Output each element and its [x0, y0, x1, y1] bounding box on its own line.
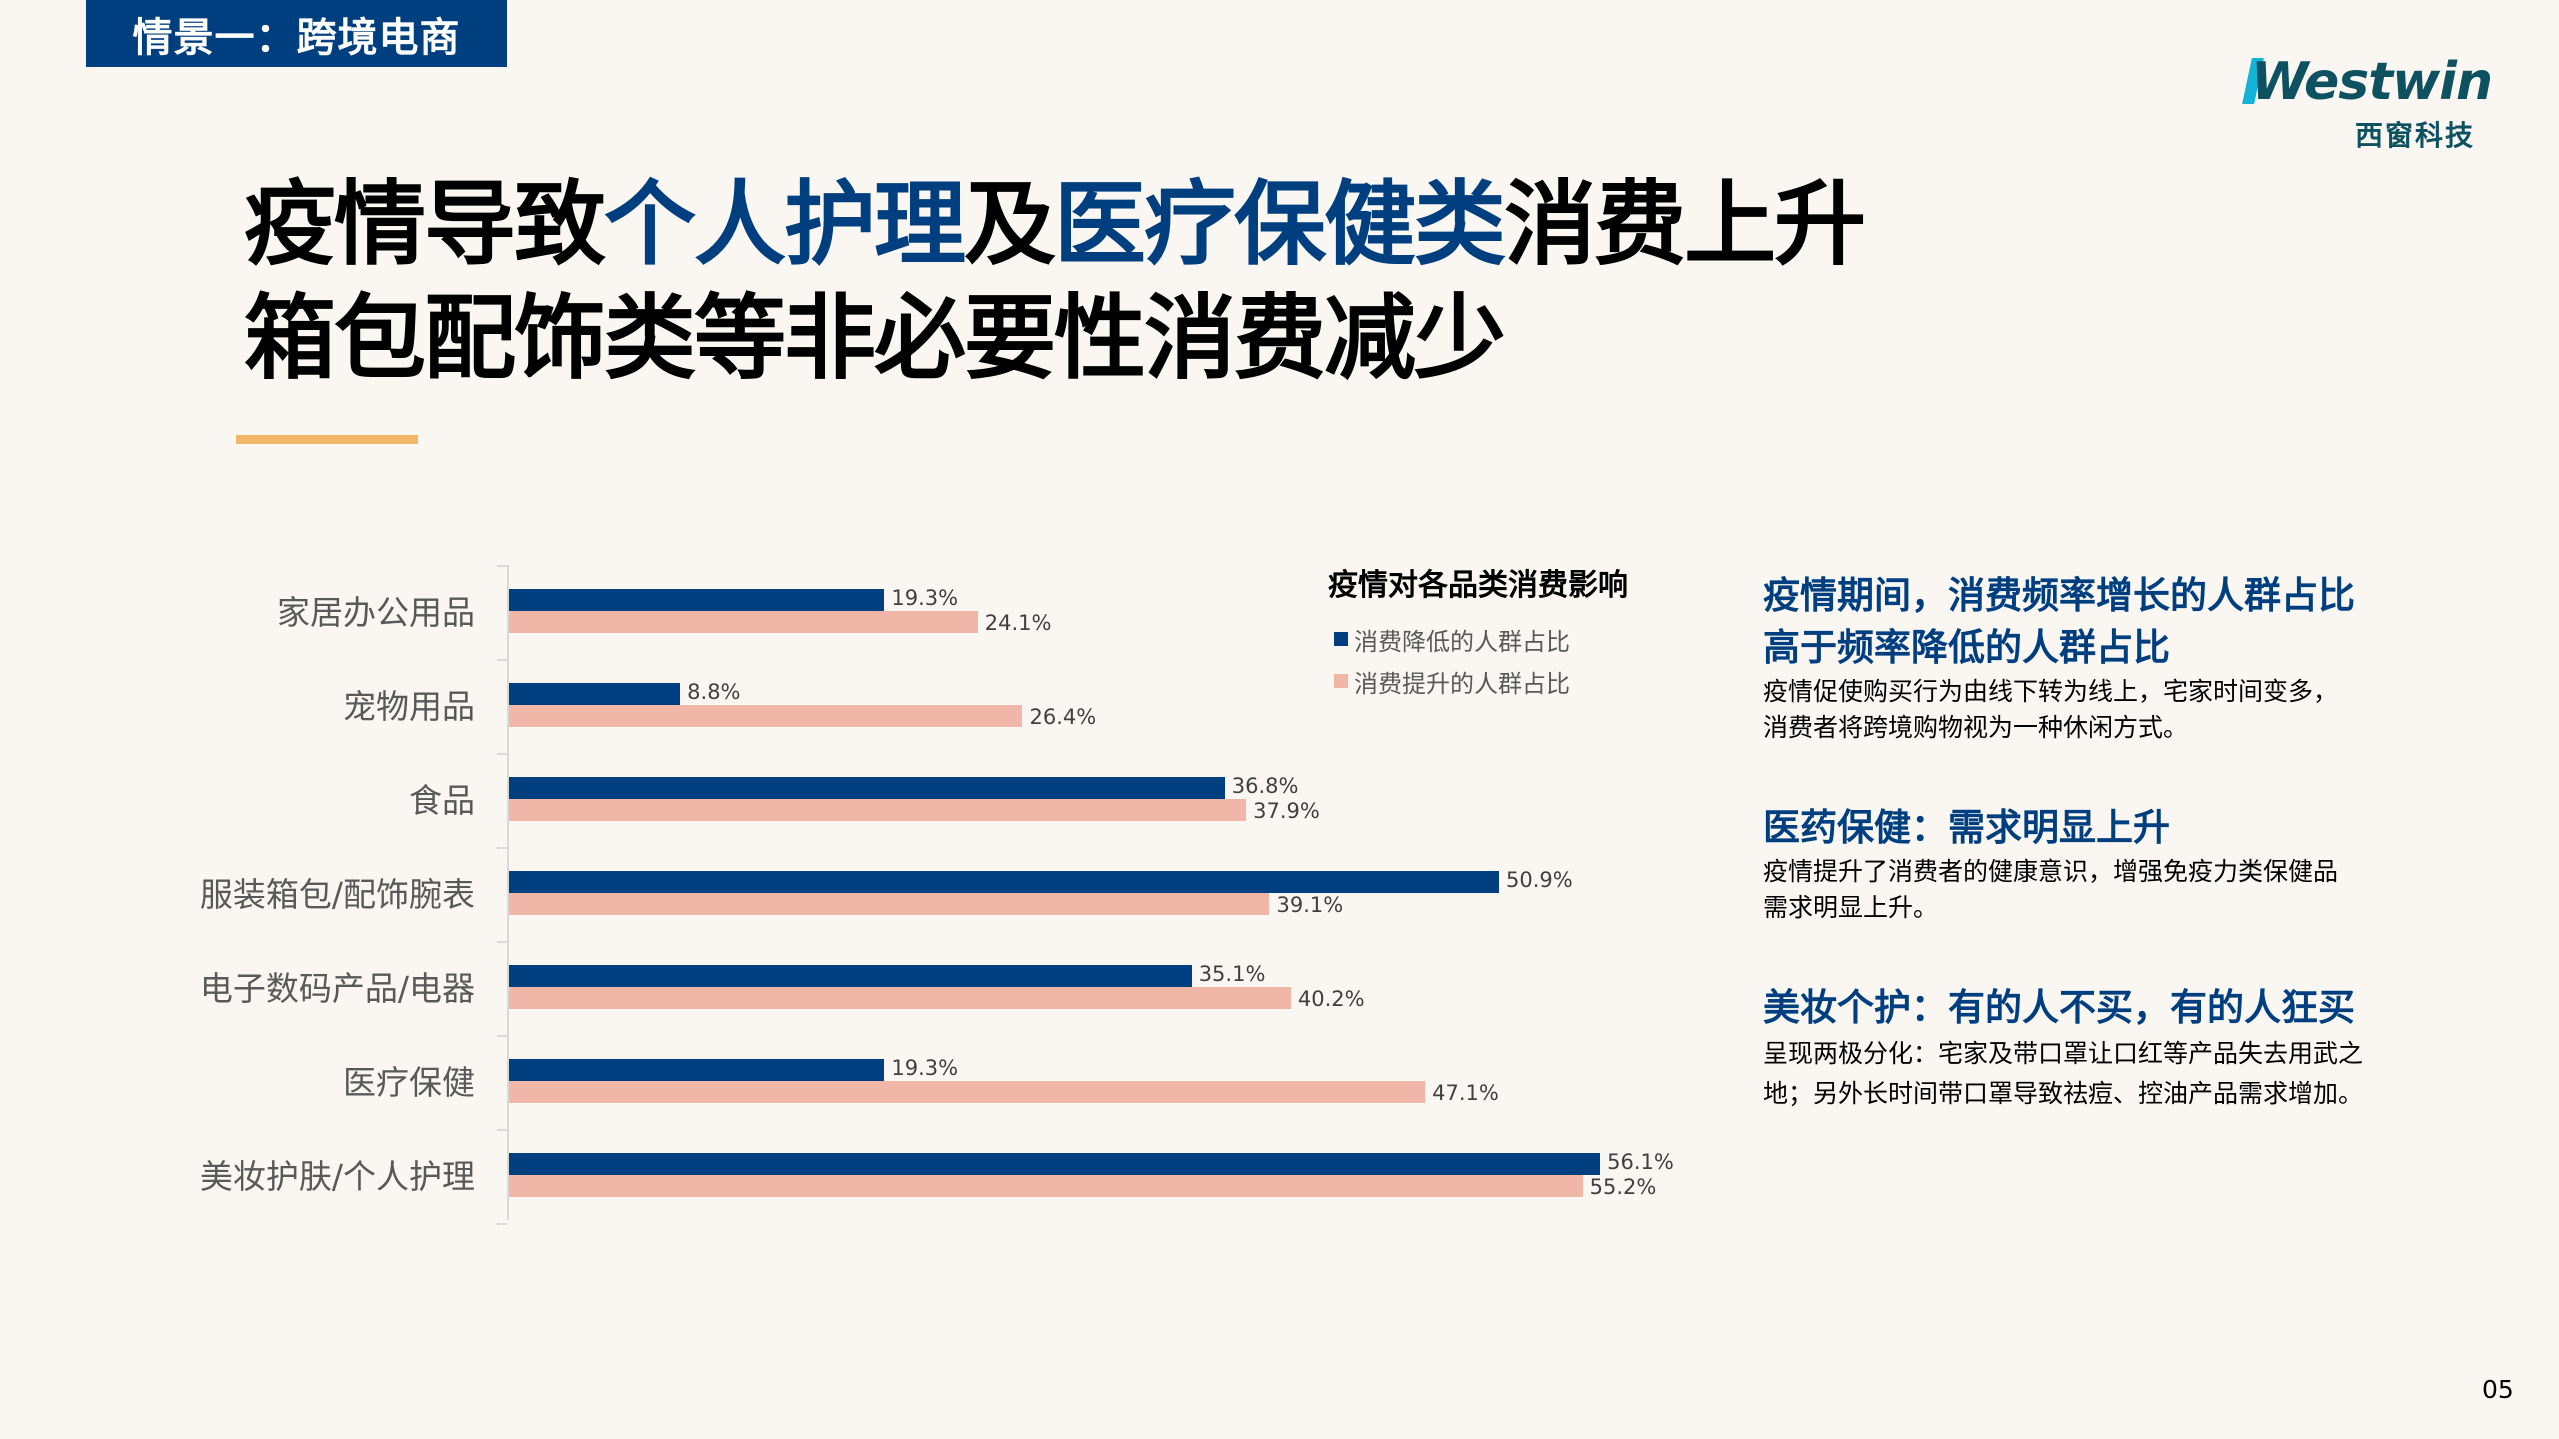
chart-title: 疫情对各品类消费影响 [1328, 568, 1628, 603]
bar-decrease [509, 683, 681, 705]
category-label: 服装箱包/配饰腕表 [199, 875, 475, 914]
bar-increase [509, 799, 1247, 821]
bar-decrease [509, 871, 1499, 893]
title-seg: 疫情导致 [244, 171, 606, 278]
insight-body-line: 消费者将跨境购物视为一种休闲方式。 [1763, 713, 2189, 742]
data-label: 50.9% [1506, 868, 1573, 892]
category-label: 电子数码产品/电器 [199, 969, 475, 1008]
insight-title-line: 高于频率降低的人群占比 [1763, 626, 2170, 669]
category-label: 医疗保健 [343, 1063, 475, 1102]
insight-title-line: 疫情期间，消费频率增长的人群占比 [1763, 574, 2355, 617]
title-seg: 消费上升 [1504, 171, 1866, 278]
data-label: 19.3% [891, 586, 959, 610]
title-highlight: 医疗保健类 [1054, 171, 1506, 278]
bar-increase [509, 705, 1023, 727]
bar-increase [509, 987, 1291, 1009]
bar-increase [509, 1081, 1426, 1103]
bar-increase [509, 1175, 1583, 1197]
title-seg: 及 [964, 171, 1056, 278]
axis-tick [497, 941, 507, 943]
section-tag: 情景一：跨境电商 [86, 0, 507, 67]
axis-tick [497, 753, 507, 755]
insight-title: 美妆个护：有的人不买，有的人狂买 [1763, 982, 2463, 1034]
category-label: 家居办公用品 [277, 593, 475, 632]
bar-decrease [509, 1153, 1601, 1175]
insight-body: 疫情提升了消费者的健康意识，增强免疫力类保健品 需求明显上升。 [1763, 854, 2463, 926]
bar-increase [509, 611, 978, 633]
axis-tick [497, 1129, 507, 1131]
data-label: 19.3% [891, 1056, 959, 1080]
insight-body-line: 呈现两极分化：宅家及带口罩让口红等产品失去用武之 [1763, 1039, 2364, 1068]
accent-divider [236, 435, 418, 444]
page-title: 疫情导致个人护理及医疗保健类消费上升 箱包配饰类等非必要性消费减少 [244, 168, 1866, 396]
category-label: 食品 [409, 781, 475, 820]
data-label: 8.8% [687, 680, 741, 704]
legend-swatch-icon [1334, 674, 1348, 688]
axis-tick [497, 1223, 507, 1225]
insight-body-line: 疫情提升了消费者的健康意识，增强免疫力类保健品 [1763, 857, 2339, 886]
legend-item-decrease: 消费降低的人群占比 [1334, 618, 1628, 660]
insight-title: 疫情期间，消费频率增长的人群占比 高于频率降低的人群占比 [1763, 570, 2463, 674]
bar-decrease [509, 965, 1192, 987]
data-label: 47.1% [1432, 1081, 1499, 1105]
insights-panel: 疫情期间，消费频率增长的人群占比 高于频率降低的人群占比 疫情促使购买行为由线下… [1763, 570, 2463, 1152]
insight-body: 呈现两极分化：宅家及带口罩让口红等产品失去用武之 地；另外长时间带口罩导致祛痘、… [1763, 1034, 2463, 1114]
insight-title-line: 美妆个护：有的人不买，有的人狂买 [1763, 986, 2355, 1029]
bar-decrease [509, 589, 885, 611]
insight-title: 医药保健：需求明显上升 [1763, 802, 2463, 854]
page-number: 05 [2482, 1375, 2514, 1404]
legend-label: 消费提升的人群占比 [1354, 669, 1570, 698]
chart-legend: 疫情对各品类消费影响 消费降低的人群占比 消费提升的人群占比 [1328, 560, 1628, 702]
insight-body-line: 疫情促使购买行为由线下转为线上，宅家时间变多， [1763, 677, 2339, 706]
legend-item-increase: 消费提升的人群占比 [1334, 660, 1628, 702]
bar-decrease [509, 1059, 885, 1081]
data-label: 24.1% [984, 611, 1052, 635]
westwin-logo: Westwin 西窗科技 [2242, 52, 2493, 152]
insight-body-line: 需求明显上升。 [1763, 893, 1939, 922]
insight-body-line: 地；另外长时间带口罩导致祛痘、控油产品需求增加。 [1763, 1079, 2364, 1108]
axis-tick [497, 565, 507, 567]
title-line-2: 箱包配饰类等非必要性消费减少 [244, 285, 1506, 392]
bar-chart: 家居办公用品 19.3% 24.1% 宠物用品 8.8% 26.4% 食品 36.8% 37.9… [0, 565, 1750, 1225]
category-label: 美妆护肤/个人护理 [199, 1157, 475, 1196]
category-label: 宠物用品 [343, 687, 475, 726]
insight-healthcare: 医药保健：需求明显上升 疫情提升了消费者的健康意识，增强免疫力类保健品 需求明显… [1763, 802, 2463, 926]
insight-beauty: 美妆个护：有的人不买，有的人狂买 呈现两极分化：宅家及带口罩让口红等产品失去用武… [1763, 982, 2463, 1114]
legend-label: 消费降低的人群占比 [1354, 627, 1570, 656]
insight-title-line: 医药保健：需求明显上升 [1763, 806, 2170, 849]
legend-swatch-icon [1334, 632, 1348, 646]
bar-decrease [509, 777, 1225, 799]
bar-increase [509, 893, 1270, 915]
logo-chinese-name: 西窗科技 [2355, 119, 2476, 152]
data-label: 35.1% [1198, 962, 1266, 986]
data-label: 36.8% [1231, 774, 1299, 798]
axis-tick [497, 1035, 507, 1037]
title-highlight: 个人护理 [604, 171, 966, 278]
logo-wordmark: Westwin [2251, 52, 2493, 112]
axis-tick [497, 847, 507, 849]
title-line-1: 疫情导致个人护理及医疗保健类消费上升 [244, 168, 1866, 282]
y-axis-line [507, 565, 509, 1220]
data-label: 37.9% [1253, 799, 1320, 823]
data-label: 39.1% [1276, 893, 1344, 917]
data-label: 56.1% [1607, 1150, 1674, 1174]
data-label: 40.2% [1297, 987, 1365, 1011]
insight-frequency: 疫情期间，消费频率增长的人群占比 高于频率降低的人群占比 疫情促使购买行为由线下… [1763, 570, 2463, 746]
axis-tick [497, 659, 507, 661]
insight-body: 疫情促使购买行为由线下转为线上，宅家时间变多， 消费者将跨境购物视为一种休闲方式… [1763, 674, 2463, 746]
data-label: 55.2% [1589, 1175, 1657, 1199]
data-label: 26.4% [1029, 705, 1097, 729]
